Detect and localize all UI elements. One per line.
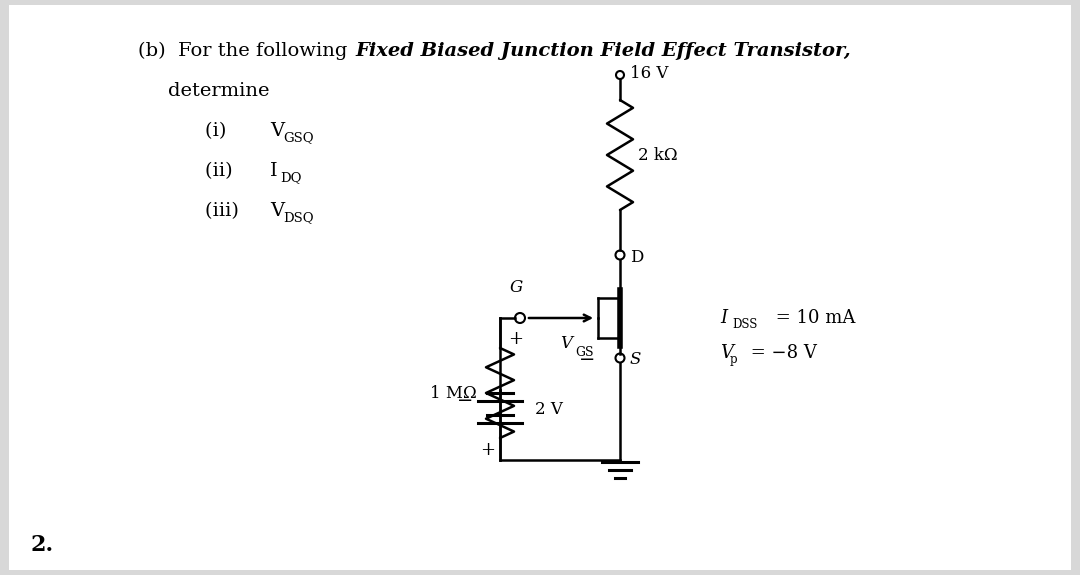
Text: I: I	[720, 309, 727, 327]
Text: 2 V: 2 V	[535, 401, 563, 419]
Text: 16 V: 16 V	[630, 64, 669, 82]
Text: +: +	[481, 441, 496, 459]
Text: DSQ: DSQ	[283, 211, 313, 224]
Text: D: D	[630, 248, 644, 266]
Text: V: V	[561, 335, 572, 351]
Text: Fixed Biased Junction Field Effect Transistor,: Fixed Biased Junction Field Effect Trans…	[355, 42, 851, 60]
Text: S: S	[630, 351, 642, 369]
Text: DQ: DQ	[280, 171, 301, 184]
Text: (i): (i)	[205, 122, 245, 140]
Text: V: V	[720, 344, 733, 362]
Text: = −8 V: = −8 V	[745, 344, 816, 362]
Text: = 10 mA: = 10 mA	[770, 309, 855, 327]
Text: I: I	[270, 162, 278, 180]
Text: DSS: DSS	[732, 319, 757, 332]
Text: V: V	[270, 202, 284, 220]
Text: G: G	[510, 279, 523, 296]
Text: 2 kΩ: 2 kΩ	[638, 147, 677, 163]
Text: 1 MΩ: 1 MΩ	[430, 385, 476, 401]
Text: GSQ: GSQ	[283, 131, 313, 144]
Text: (b)  For the following: (b) For the following	[138, 42, 353, 60]
Text: GS: GS	[575, 346, 594, 358]
Text: (ii): (ii)	[205, 162, 245, 180]
Text: (iii): (iii)	[205, 202, 245, 220]
Text: p: p	[730, 354, 738, 366]
Text: 2.: 2.	[30, 534, 53, 556]
Text: V: V	[270, 122, 284, 140]
Text: +: +	[509, 330, 524, 348]
Text: −: −	[457, 392, 473, 410]
Text: −: −	[579, 351, 595, 369]
Text: determine: determine	[168, 82, 270, 100]
